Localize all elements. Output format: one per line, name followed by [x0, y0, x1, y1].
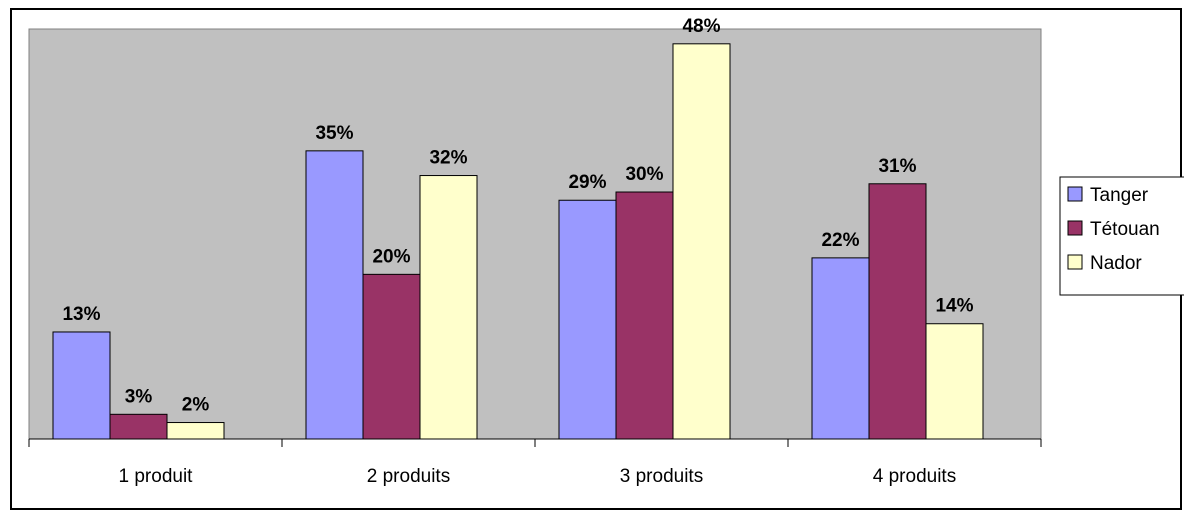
bar-tétouan-4	[868, 183, 927, 440]
legend-label-tétouan: Tétouan	[1090, 219, 1160, 240]
x-tick-label-1: 1 produit	[119, 466, 194, 487]
data-label-tétouan-4: 31%	[878, 156, 916, 177]
bar-tanger-2	[305, 150, 364, 440]
legend-label-tanger: Tanger	[1090, 185, 1149, 206]
data-label-tanger-4: 22%	[821, 230, 859, 251]
data-label-tanger-3: 29%	[568, 172, 606, 193]
data-label-tétouan-2: 20%	[372, 246, 410, 267]
data-label-tanger-2: 35%	[315, 123, 353, 144]
bar-tétouan-3	[615, 191, 674, 440]
data-label-tétouan-3: 30%	[625, 164, 663, 185]
x-tick-label-3: 3 produits	[620, 466, 703, 487]
data-label-nador-3: 48%	[682, 16, 720, 37]
legend-swatch-tanger	[1067, 186, 1083, 202]
data-label-nador-2: 32%	[429, 148, 467, 169]
legend-swatch-nador	[1067, 254, 1083, 270]
bar-tanger-1	[52, 331, 111, 440]
bar-tanger-3	[558, 199, 617, 440]
bar-nador-2	[419, 175, 478, 440]
bar-tétouan-2	[362, 273, 421, 440]
bar-tétouan-1	[109, 413, 168, 440]
data-label-nador-4: 14%	[935, 296, 973, 317]
x-tick-label-2: 2 produits	[367, 466, 450, 487]
bar-nador-3	[672, 43, 731, 440]
bar-tanger-4	[811, 257, 870, 440]
data-label-tanger-1: 13%	[62, 304, 100, 325]
legend-swatch-tétouan	[1067, 220, 1083, 236]
x-tick-label-4: 4 produits	[873, 466, 956, 487]
legend-label-nador: Nador	[1090, 253, 1142, 274]
data-label-tétouan-1: 3%	[125, 386, 153, 407]
bar-nador-1	[166, 422, 225, 440]
data-label-nador-1: 2%	[182, 395, 210, 416]
bar-nador-4	[925, 323, 984, 440]
